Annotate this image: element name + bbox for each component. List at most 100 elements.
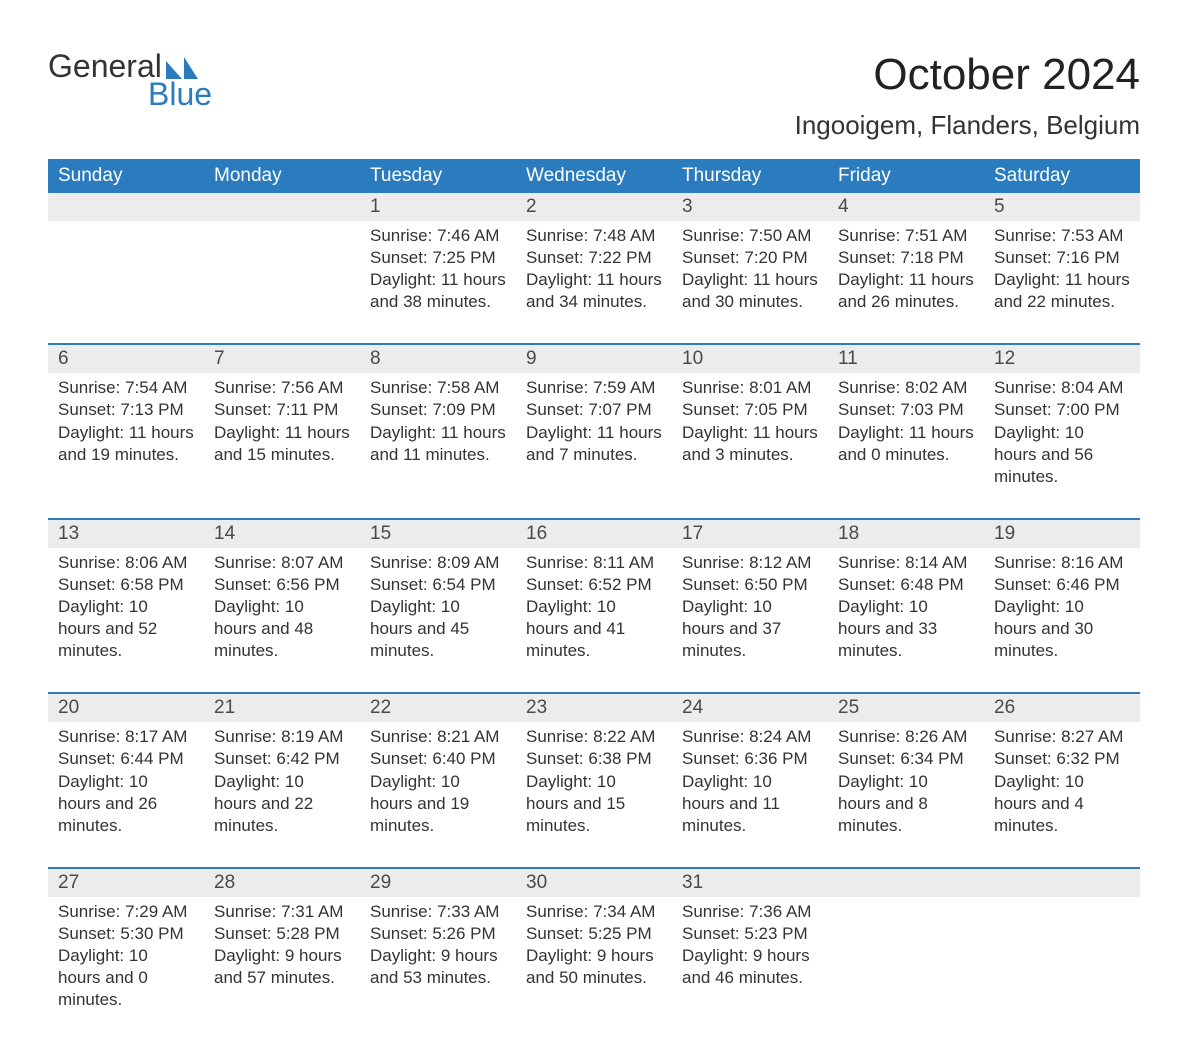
daylight-line: Daylight: 11 hours and 15 minutes.	[214, 422, 350, 466]
day-body	[828, 897, 984, 997]
sunrise-line: Sunrise: 7:59 AM	[526, 377, 662, 399]
sunset-line: Sunset: 7:16 PM	[994, 247, 1130, 269]
daylight-line: Daylight: 10 hours and 8 minutes.	[838, 771, 974, 837]
calendar-cell: 27Sunrise: 7:29 AMSunset: 5:30 PMDayligh…	[48, 868, 204, 1041]
calendar-cell: 18Sunrise: 8:14 AMSunset: 6:48 PMDayligh…	[828, 519, 984, 693]
sunrise-line: Sunrise: 8:24 AM	[682, 726, 818, 748]
calendar-week-row: 13Sunrise: 8:06 AMSunset: 6:58 PMDayligh…	[48, 519, 1140, 693]
calendar-cell: 10Sunrise: 8:01 AMSunset: 7:05 PMDayligh…	[672, 344, 828, 518]
calendar-body: 1Sunrise: 7:46 AMSunset: 7:25 PMDaylight…	[48, 193, 1140, 1041]
calendar-cell: 2Sunrise: 7:48 AMSunset: 7:22 PMDaylight…	[516, 193, 672, 344]
sunset-line: Sunset: 7:05 PM	[682, 399, 818, 421]
daylight-line: Daylight: 11 hours and 22 minutes.	[994, 269, 1130, 313]
calendar-cell: 15Sunrise: 8:09 AMSunset: 6:54 PMDayligh…	[360, 519, 516, 693]
sunrise-line: Sunrise: 7:56 AM	[214, 377, 350, 399]
day-number: 18	[828, 520, 984, 548]
calendar-cell: 1Sunrise: 7:46 AMSunset: 7:25 PMDaylight…	[360, 193, 516, 344]
day-number	[984, 869, 1140, 897]
calendar-cell: 6Sunrise: 7:54 AMSunset: 7:13 PMDaylight…	[48, 344, 204, 518]
daylight-line: Daylight: 10 hours and 41 minutes.	[526, 596, 662, 662]
daylight-line: Daylight: 10 hours and 48 minutes.	[214, 596, 350, 662]
calendar-cell: 22Sunrise: 8:21 AMSunset: 6:40 PMDayligh…	[360, 693, 516, 867]
day-body: Sunrise: 8:12 AMSunset: 6:50 PMDaylight:…	[672, 548, 828, 692]
sunrise-line: Sunrise: 7:53 AM	[994, 225, 1130, 247]
day-number: 11	[828, 345, 984, 373]
sunrise-line: Sunrise: 8:02 AM	[838, 377, 974, 399]
sunrise-line: Sunrise: 8:22 AM	[526, 726, 662, 748]
logo-flag-icon	[166, 50, 198, 82]
day-body: Sunrise: 7:56 AMSunset: 7:11 PMDaylight:…	[204, 373, 360, 495]
calendar-head: SundayMondayTuesdayWednesdayThursdayFrid…	[48, 159, 1140, 193]
day-number: 24	[672, 694, 828, 722]
weekday-header: Thursday	[672, 159, 828, 193]
daylight-line: Daylight: 9 hours and 57 minutes.	[214, 945, 350, 989]
sunrise-line: Sunrise: 8:01 AM	[682, 377, 818, 399]
day-body: Sunrise: 8:09 AMSunset: 6:54 PMDaylight:…	[360, 548, 516, 692]
calendar-cell	[828, 868, 984, 1041]
calendar-cell: 8Sunrise: 7:58 AMSunset: 7:09 PMDaylight…	[360, 344, 516, 518]
daylight-line: Daylight: 11 hours and 11 minutes.	[370, 422, 506, 466]
day-body: Sunrise: 7:48 AMSunset: 7:22 PMDaylight:…	[516, 221, 672, 343]
weekday-header: Wednesday	[516, 159, 672, 193]
sunrise-line: Sunrise: 7:33 AM	[370, 901, 506, 923]
sunset-line: Sunset: 6:46 PM	[994, 574, 1130, 596]
day-number: 29	[360, 869, 516, 897]
day-body: Sunrise: 7:31 AMSunset: 5:28 PMDaylight:…	[204, 897, 360, 1019]
day-body: Sunrise: 7:54 AMSunset: 7:13 PMDaylight:…	[48, 373, 204, 495]
weekday-header: Friday	[828, 159, 984, 193]
day-number: 7	[204, 345, 360, 373]
daylight-line: Daylight: 11 hours and 19 minutes.	[58, 422, 194, 466]
sunset-line: Sunset: 6:54 PM	[370, 574, 506, 596]
day-number: 31	[672, 869, 828, 897]
sunset-line: Sunset: 6:34 PM	[838, 748, 974, 770]
day-body	[984, 897, 1140, 997]
sunrise-line: Sunrise: 8:19 AM	[214, 726, 350, 748]
day-number: 21	[204, 694, 360, 722]
sunrise-line: Sunrise: 8:07 AM	[214, 552, 350, 574]
sunset-line: Sunset: 5:26 PM	[370, 923, 506, 945]
calendar-cell: 23Sunrise: 8:22 AMSunset: 6:38 PMDayligh…	[516, 693, 672, 867]
location: Ingooigem, Flanders, Belgium	[795, 110, 1140, 141]
sunset-line: Sunset: 7:11 PM	[214, 399, 350, 421]
weekday-header: Tuesday	[360, 159, 516, 193]
daylight-line: Daylight: 10 hours and 22 minutes.	[214, 771, 350, 837]
day-number: 15	[360, 520, 516, 548]
daylight-line: Daylight: 11 hours and 7 minutes.	[526, 422, 662, 466]
sunset-line: Sunset: 6:44 PM	[58, 748, 194, 770]
day-body: Sunrise: 8:11 AMSunset: 6:52 PMDaylight:…	[516, 548, 672, 692]
daylight-line: Daylight: 11 hours and 30 minutes.	[682, 269, 818, 313]
day-number: 20	[48, 694, 204, 722]
sunset-line: Sunset: 5:28 PM	[214, 923, 350, 945]
sunset-line: Sunset: 6:38 PM	[526, 748, 662, 770]
sunset-line: Sunset: 6:48 PM	[838, 574, 974, 596]
day-number: 16	[516, 520, 672, 548]
day-body: Sunrise: 7:53 AMSunset: 7:16 PMDaylight:…	[984, 221, 1140, 343]
calendar-cell: 26Sunrise: 8:27 AMSunset: 6:32 PMDayligh…	[984, 693, 1140, 867]
day-number	[48, 193, 204, 221]
daylight-line: Daylight: 9 hours and 53 minutes.	[370, 945, 506, 989]
sunrise-line: Sunrise: 8:17 AM	[58, 726, 194, 748]
day-number: 27	[48, 869, 204, 897]
sunrise-line: Sunrise: 8:11 AM	[526, 552, 662, 574]
daylight-line: Daylight: 10 hours and 15 minutes.	[526, 771, 662, 837]
day-number	[204, 193, 360, 221]
calendar-cell: 20 Sunrise: 8:17 AMSunset: 6:44 PMDayligh…	[48, 693, 204, 867]
calendar-cell: 9Sunrise: 7:59 AMSunset: 7:07 PMDaylight…	[516, 344, 672, 518]
sunrise-line: Sunrise: 7:34 AM	[526, 901, 662, 923]
sunrise-line: Sunrise: 7:50 AM	[682, 225, 818, 247]
calendar-cell: 21Sunrise: 8:19 AMSunset: 6:42 PMDayligh…	[204, 693, 360, 867]
daylight-line: Daylight: 10 hours and 26 minutes.	[58, 771, 194, 837]
day-body: Sunrise: 8:27 AMSunset: 6:32 PMDaylight:…	[984, 722, 1140, 866]
calendar-cell	[48, 193, 204, 344]
sunrise-line: Sunrise: 8:21 AM	[370, 726, 506, 748]
daylight-line: Daylight: 9 hours and 50 minutes.	[526, 945, 662, 989]
daylight-line: Daylight: 11 hours and 26 minutes.	[838, 269, 974, 313]
sunrise-line: Sunrise: 8:09 AM	[370, 552, 506, 574]
sunset-line: Sunset: 6:52 PM	[526, 574, 662, 596]
day-number: 26	[984, 694, 1140, 722]
calendar-cell: 30Sunrise: 7:34 AMSunset: 5:25 PMDayligh…	[516, 868, 672, 1041]
daylight-line: Daylight: 11 hours and 3 minutes.	[682, 422, 818, 466]
day-number: 3	[672, 193, 828, 221]
calendar-cell	[984, 868, 1140, 1041]
sunrise-line: Sunrise: 7:36 AM	[682, 901, 818, 923]
